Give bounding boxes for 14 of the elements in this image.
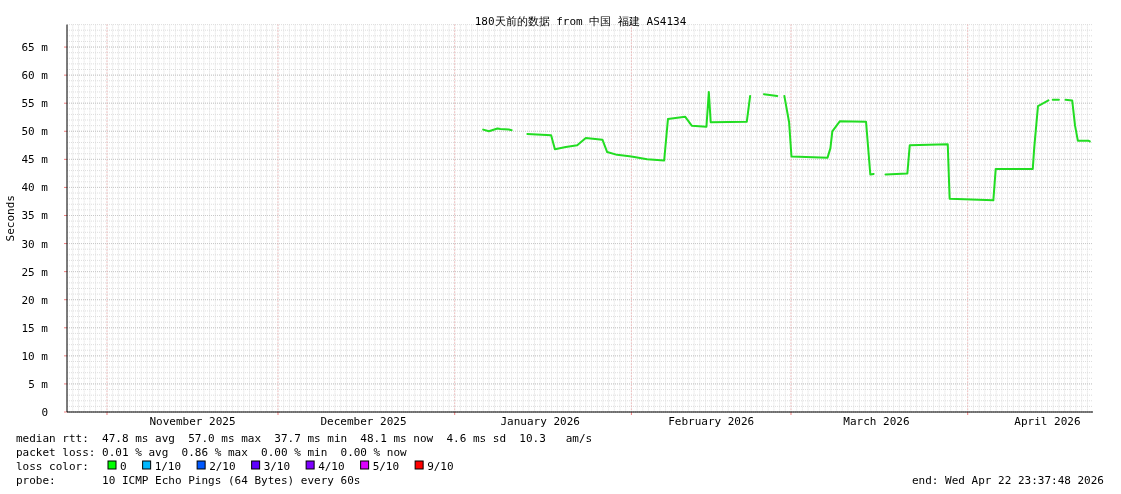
annotation: 4/10 [318,460,345,473]
annotation: loss color: [16,460,89,473]
annotation: 3/10 [263,460,291,473]
annotation: 5/10 [372,460,400,473]
annotation: median rtt: 47.8 ms avg 57.0 ms max 37.7 ms min 48.1 ms now 4.6 ms sd 10.3 am/s [16,432,593,445]
annotation: 9/10 [427,460,454,473]
annotation: 2/10 [209,460,236,473]
annotation: probe: 10 ICMP Echo Pings (64 Bytes) every 60s [16,474,361,487]
title: 180天前的数据 from 中国 福建 AS4134 [474,15,687,28]
ylabel: Seconds [4,195,17,242]
annotation: 0 [120,460,127,473]
annotation: end: Wed Apr 22 23:37:48 2026 [911,474,1104,487]
annotation: packet loss: 0.01 % avg 0.86 % max 0.00 % min 0.00 % now [16,446,407,459]
annotation: 1/10 [154,460,182,473]
